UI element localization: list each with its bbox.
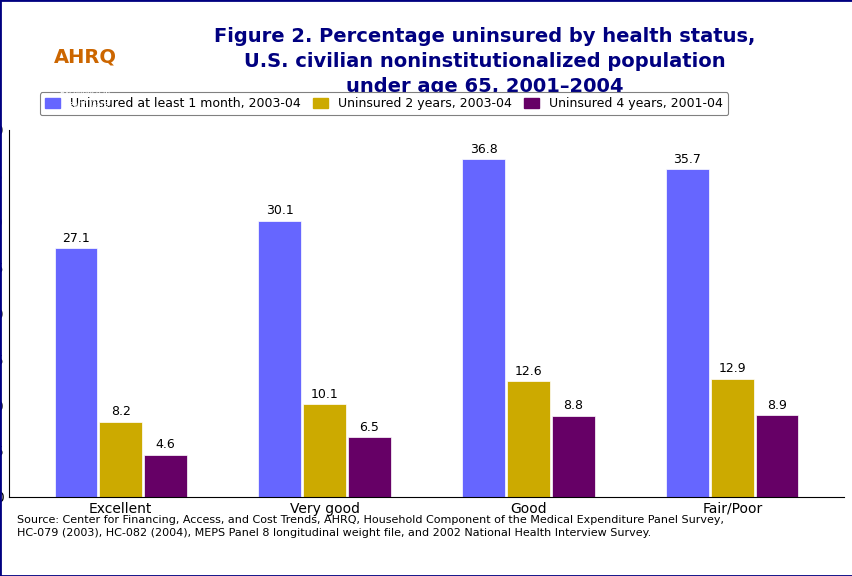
- Text: 27.1: 27.1: [62, 232, 89, 245]
- Bar: [303, 404, 345, 497]
- Text: 4.6: 4.6: [155, 438, 176, 451]
- Bar: [144, 454, 187, 497]
- Bar: [507, 381, 549, 497]
- Text: Advancing
Excellence in
Health Care: Advancing Excellence in Health Care: [60, 77, 111, 109]
- Text: 12.6: 12.6: [514, 365, 542, 378]
- Bar: [711, 378, 753, 497]
- Text: 8.2: 8.2: [111, 405, 130, 418]
- Text: AHRQ: AHRQ: [54, 48, 117, 67]
- Bar: [665, 169, 708, 497]
- Text: 12.9: 12.9: [717, 362, 746, 375]
- Bar: [551, 416, 594, 497]
- Bar: [55, 248, 97, 497]
- Bar: [348, 437, 390, 497]
- Text: Figure 2. Percentage uninsured by health status,
U.S. civilian noninstitutionali: Figure 2. Percentage uninsured by health…: [214, 27, 755, 96]
- Text: 30.1: 30.1: [266, 204, 293, 217]
- Bar: [755, 415, 797, 497]
- Legend: Uninsured at least 1 month, 2003-04, Uninsured 2 years, 2003-04, Uninsured 4 yea: Uninsured at least 1 month, 2003-04, Uni…: [40, 92, 728, 115]
- Text: 10.1: 10.1: [310, 388, 338, 400]
- Bar: [462, 160, 504, 497]
- Bar: [99, 422, 141, 497]
- Text: 36.8: 36.8: [469, 143, 497, 156]
- Text: Source: Center for Financing, Access, and Cost Trends, AHRQ, Household Component: Source: Center for Financing, Access, an…: [17, 515, 723, 539]
- Text: 8.9: 8.9: [766, 399, 786, 411]
- Text: 8.8: 8.8: [562, 400, 583, 412]
- Text: 35.7: 35.7: [673, 153, 700, 166]
- Text: 6.5: 6.5: [359, 420, 379, 434]
- Bar: [258, 221, 301, 497]
